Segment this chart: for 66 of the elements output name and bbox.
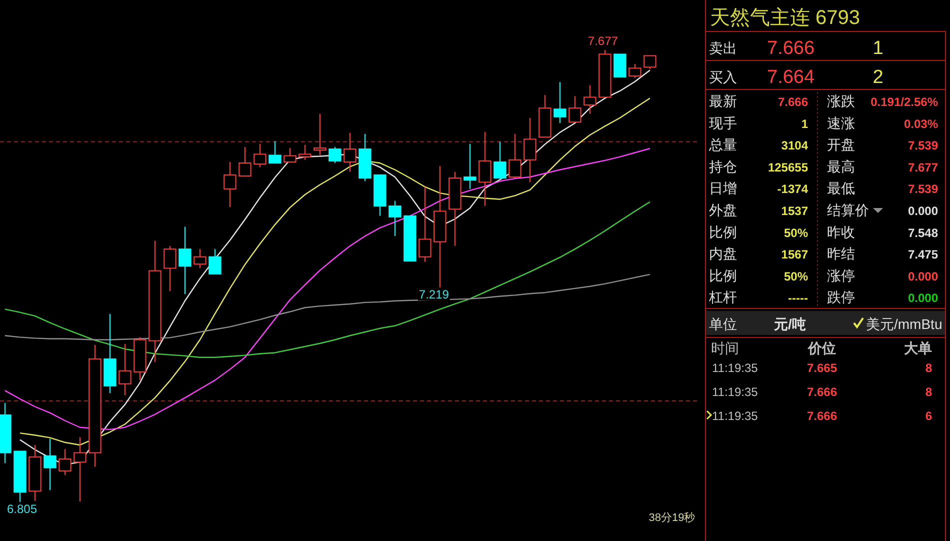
annotation: 7.677 <box>588 34 618 48</box>
text: 7.666 <box>806 409 838 423</box>
text: 7.548 <box>908 226 938 240</box>
text: 跌停 <box>827 289 855 306</box>
text: 开盘 <box>827 136 855 153</box>
text: 卖出 <box>709 40 737 56</box>
text: 日增 <box>709 180 737 196</box>
text: 50% <box>784 226 808 240</box>
text: 涨停 <box>827 267 855 284</box>
text: 买入 <box>709 69 737 85</box>
text: 内盘 <box>709 246 737 262</box>
text: 1 <box>872 38 884 59</box>
text: 7.666 <box>767 38 815 59</box>
text: 最低 <box>827 180 855 196</box>
text: 0.191/2.56% <box>870 95 938 109</box>
text: 时间 <box>711 340 739 356</box>
text: 125655 <box>768 160 808 174</box>
text: 昨收 <box>827 224 855 240</box>
text: 杠杆 <box>708 289 737 306</box>
text: 1 <box>801 116 808 131</box>
text: 38分19秒 <box>648 512 696 524</box>
text: 7.539 <box>908 138 938 153</box>
text: 0.000 <box>908 204 938 218</box>
text: 大单 <box>904 340 932 356</box>
text: ----- <box>788 291 808 306</box>
text: 价位 <box>807 340 836 356</box>
text: 7.664 <box>767 67 815 88</box>
text: 比例 <box>709 224 737 240</box>
text: 速涨 <box>827 114 855 131</box>
annotation: 6.805 <box>6 502 38 516</box>
text: 结算价 <box>827 202 869 218</box>
text: 天然气主连 6793 <box>710 6 860 29</box>
text: 比例 <box>709 267 737 284</box>
text: 8 <box>925 361 932 375</box>
text: 2 <box>872 67 884 88</box>
text: 最新 <box>709 93 737 109</box>
text: 总量 <box>708 136 737 153</box>
text: 单位 <box>709 316 737 332</box>
text: 11:19:35 <box>712 385 758 399</box>
text: 元/吨 <box>773 316 806 332</box>
text: 8 <box>925 385 932 399</box>
text: 7.677 <box>908 160 938 174</box>
text: 3104 <box>781 138 808 153</box>
text: 0.03% <box>904 116 938 131</box>
text: -1374 <box>777 182 808 196</box>
text: 50% <box>784 269 808 284</box>
text: 7.665 <box>806 361 838 375</box>
text: 1537 <box>781 204 808 218</box>
text: 6 <box>925 409 932 423</box>
text: 7.539 <box>908 182 938 196</box>
text: 最高 <box>827 158 855 174</box>
text: 11:19:35 <box>712 409 758 423</box>
text: 美元/mmBtu <box>866 316 942 332</box>
text: 0.000 <box>908 291 938 306</box>
text: 持仓 <box>709 158 737 174</box>
text: 1567 <box>781 248 808 262</box>
text: 现手 <box>709 114 737 131</box>
text: 7.666 <box>778 95 808 109</box>
annotation: 7.219 <box>418 287 450 302</box>
text: 涨跌 <box>827 93 855 109</box>
text: 昨结 <box>827 246 855 262</box>
text: 0.000 <box>908 269 938 284</box>
text: 外盘 <box>709 202 737 218</box>
text: 11:19:35 <box>712 361 758 375</box>
text: 7.475 <box>908 248 938 262</box>
text: 7.666 <box>806 385 838 399</box>
